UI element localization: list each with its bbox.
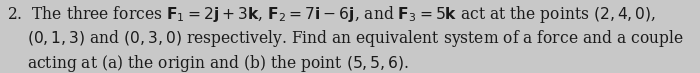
Text: acting at (a) the origin and (b) the point $(5, 5, 6)$.: acting at (a) the origin and (b) the poi… — [27, 53, 409, 73]
Text: 2.  The three forces $\mathbf{F}_1 = 2\mathbf{j}+3\mathbf{k}$, $\mathbf{F}_2 = 7: 2. The three forces $\mathbf{F}_1 = 2\ma… — [7, 4, 656, 25]
Text: $(0, 1, 3)$ and $(0, 3, 0)$ respectively. Find an equivalent system of a force a: $(0, 1, 3)$ and $(0, 3, 0)$ respectively… — [27, 28, 683, 49]
